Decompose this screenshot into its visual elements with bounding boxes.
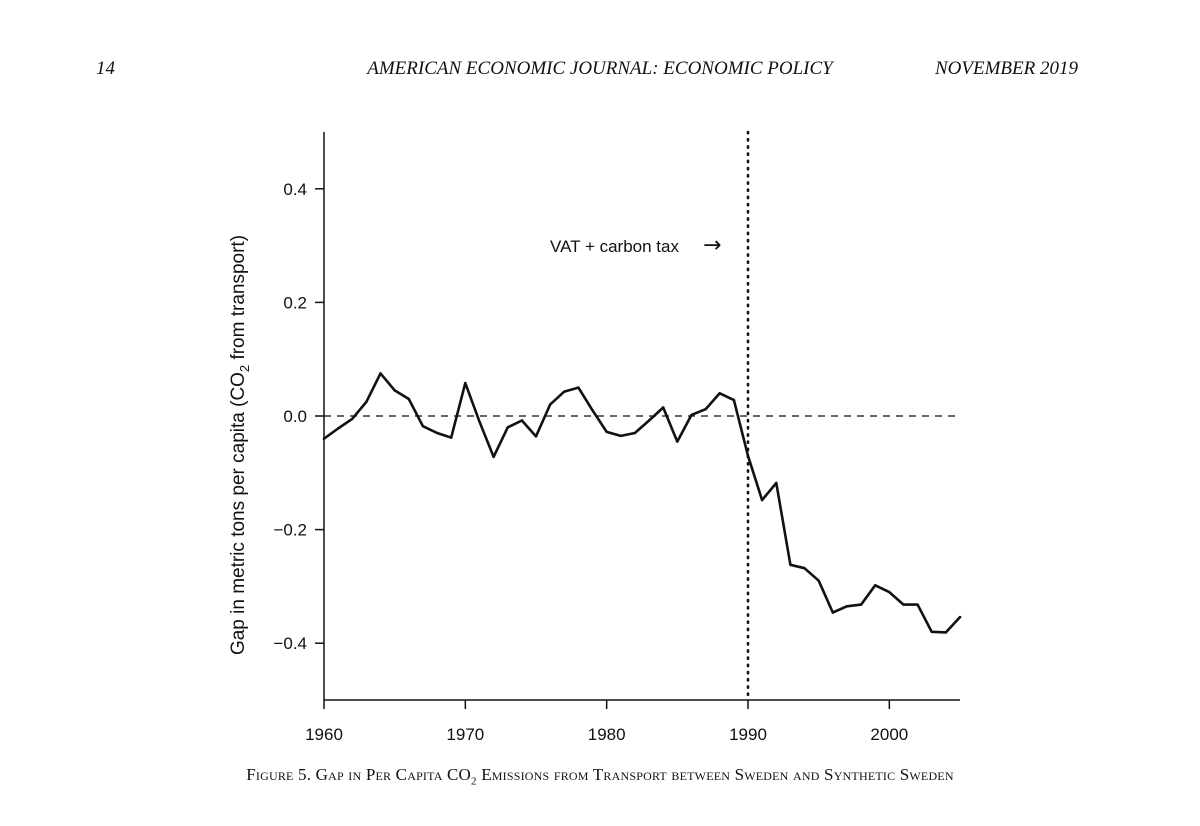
data-point bbox=[322, 437, 326, 440]
x-tick-label: 1980 bbox=[588, 725, 626, 744]
data-point bbox=[647, 419, 651, 422]
data-point bbox=[619, 434, 622, 438]
data-point bbox=[789, 563, 792, 566]
data-point bbox=[930, 630, 933, 633]
y-tick-label: −0.2 bbox=[273, 521, 307, 540]
data-point bbox=[450, 436, 453, 439]
data-point bbox=[718, 392, 721, 395]
x-tick-label: 1970 bbox=[446, 725, 484, 744]
x-tick-label: 1960 bbox=[305, 725, 343, 744]
data-point bbox=[845, 605, 849, 608]
data-point bbox=[704, 408, 707, 411]
series bbox=[322, 372, 962, 634]
data-point bbox=[478, 420, 481, 423]
data-point bbox=[520, 419, 524, 422]
data-point bbox=[548, 403, 552, 406]
data-point bbox=[577, 386, 580, 389]
reference-lines bbox=[324, 130, 960, 702]
data-point bbox=[746, 454, 750, 457]
data-point bbox=[506, 426, 509, 429]
data-point bbox=[732, 398, 736, 402]
data-point bbox=[760, 498, 764, 502]
data-point bbox=[944, 631, 948, 634]
data-point bbox=[605, 430, 608, 434]
caption-subscript: 2 bbox=[471, 775, 477, 788]
data-point bbox=[563, 390, 566, 393]
y-tick-label: −0.4 bbox=[273, 634, 307, 653]
figure-caption: Figure 5. Gap in Per Capita CO2 Emission… bbox=[0, 765, 1200, 787]
data-point bbox=[817, 579, 820, 582]
data-point bbox=[803, 567, 806, 570]
gap-series-line bbox=[322, 372, 962, 634]
y-tick-label: 0.4 bbox=[283, 180, 307, 199]
x-tick-label: 2000 bbox=[870, 725, 908, 744]
data-point bbox=[958, 615, 962, 619]
y-tick-label: 0.2 bbox=[283, 293, 307, 312]
y-axis-label: Gap in metric tons per capita (CO2 from … bbox=[228, 235, 252, 655]
data-point bbox=[662, 406, 665, 409]
data-point bbox=[365, 400, 368, 403]
data-point bbox=[464, 381, 467, 385]
data-point bbox=[421, 425, 425, 428]
caption-text-after: Emissions from Transport between Sweden … bbox=[476, 765, 954, 784]
annotation-label: VAT + carbon tax bbox=[550, 237, 679, 256]
data-point bbox=[407, 397, 410, 401]
data-point bbox=[379, 372, 382, 375]
data-point bbox=[690, 413, 693, 417]
page-number: 14 bbox=[96, 58, 115, 79]
caption-label: Figure 5. bbox=[246, 765, 312, 784]
data-point bbox=[831, 611, 834, 614]
annotation: VAT + carbon tax → bbox=[550, 233, 721, 258]
issue-date: NOVEMBER 2019 bbox=[934, 58, 1078, 79]
data-point bbox=[775, 481, 778, 485]
journal-title: AMERICAN ECONOMIC JOURNAL: ECONOMIC POLI… bbox=[367, 58, 833, 79]
data-point bbox=[633, 431, 637, 435]
data-point bbox=[435, 431, 439, 435]
data-point bbox=[902, 603, 905, 606]
data-point bbox=[351, 417, 354, 420]
data-point bbox=[534, 435, 538, 438]
data-point bbox=[916, 603, 919, 606]
ticks: 1960 1970 1980 1990 2000 0.4 0.2 0.0 −0.2 −0.4 bbox=[273, 180, 908, 744]
annotation-arrow: → bbox=[703, 233, 721, 258]
data-point bbox=[336, 427, 340, 430]
data-point bbox=[393, 389, 396, 392]
data-point bbox=[859, 603, 863, 606]
data-point bbox=[676, 440, 679, 443]
y-tick-label: 0.0 bbox=[283, 407, 307, 426]
data-point bbox=[492, 455, 495, 459]
data-point bbox=[591, 409, 594, 412]
data-point bbox=[874, 584, 877, 587]
data-point bbox=[888, 590, 891, 594]
x-tick-label: 1990 bbox=[729, 725, 767, 744]
caption-text-before: Gap in Per Capita CO bbox=[315, 765, 472, 784]
